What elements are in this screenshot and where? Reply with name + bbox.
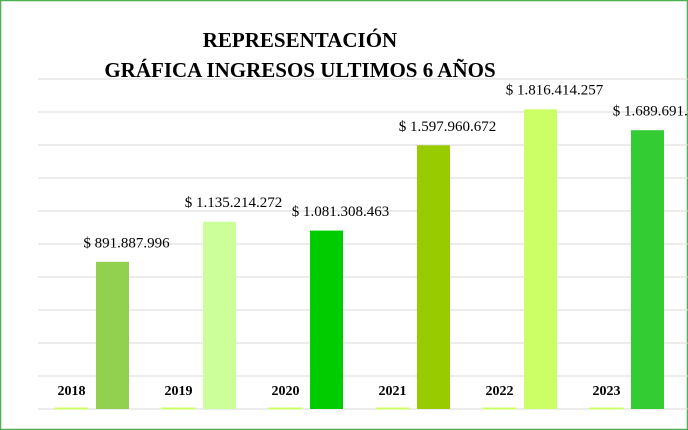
data-label: $ 1.135.214.272 bbox=[185, 195, 283, 211]
bar bbox=[482, 407, 517, 410]
data-label: $ 1.597.960.672 bbox=[399, 119, 497, 135]
bar bbox=[54, 407, 89, 410]
chart-title: GRÁFICA INGRESOS ULTIMOS 6 AÑOS bbox=[104, 58, 495, 82]
bar bbox=[96, 261, 129, 409]
bar bbox=[203, 221, 236, 409]
chart-title: REPRESENTACIÓN bbox=[203, 28, 397, 52]
data-label: $ 891.887.996 bbox=[83, 235, 170, 251]
data-label: 2018 bbox=[58, 384, 86, 399]
data-label: $ 1.816.414.257 bbox=[506, 83, 604, 99]
bar bbox=[589, 407, 624, 410]
bar bbox=[524, 109, 557, 409]
data-label: 2020 bbox=[272, 384, 300, 399]
bar bbox=[375, 407, 410, 410]
data-label: 2023 bbox=[593, 384, 621, 399]
bar bbox=[417, 145, 450, 409]
bar bbox=[268, 407, 303, 410]
data-label: $ 1.689.691.345 bbox=[613, 104, 688, 120]
data-label: 2021 bbox=[379, 384, 407, 399]
data-label: 2022 bbox=[486, 384, 514, 399]
data-label: $ 1.081.308.463 bbox=[292, 204, 390, 220]
bar bbox=[161, 407, 196, 410]
data-label: 2019 bbox=[165, 384, 193, 399]
bar bbox=[310, 230, 343, 409]
bar bbox=[631, 130, 664, 409]
